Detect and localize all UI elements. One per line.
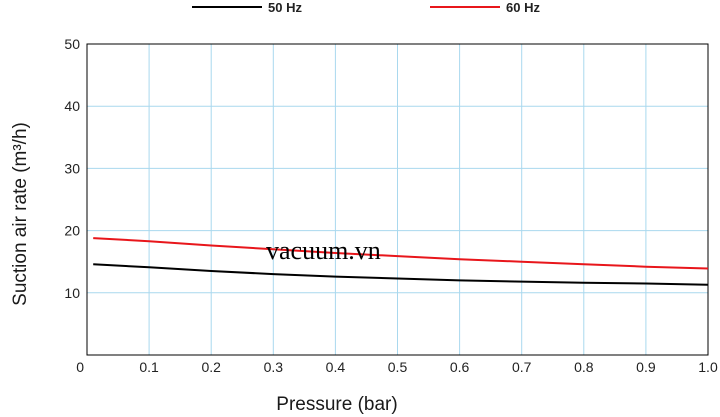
series-line-60hz	[93, 237, 709, 270]
x-tick-label: 0.9	[636, 359, 656, 375]
x-tick-label: 1.0	[698, 359, 718, 375]
y-tick-label: 20	[64, 223, 80, 239]
x-tick-label: 0.6	[450, 359, 470, 375]
y-tick-label: 10	[64, 285, 80, 301]
legend-label-50hz: 50 Hz	[268, 0, 302, 15]
x-tick-label: 0.8	[574, 359, 594, 375]
y-tick-label: 50	[64, 36, 80, 52]
plot-area-border	[86, 43, 709, 356]
legend-label-60hz: 60 Hz	[506, 0, 540, 15]
x-tick-label: 0	[76, 359, 84, 375]
watermark: vacuum.vn	[266, 236, 381, 265]
x-tick-label: 0.4	[326, 359, 346, 375]
x-axis-title: Pressure (bar)	[276, 394, 397, 415]
x-tick-label: 0.1	[139, 359, 159, 375]
y-axis-ticks: 10 20 30 40 50	[64, 36, 80, 301]
x-axis-ticks: 0 0.1 0.2 0.3 0.4 0.5 0.6 0.7 0.8 0.9 1.0	[76, 359, 718, 375]
x-tick-label: 0.2	[201, 359, 221, 375]
x-tick-label: 0.3	[264, 359, 284, 375]
y-tick-label: 30	[64, 160, 80, 176]
series-group	[93, 237, 709, 286]
grid	[87, 44, 708, 355]
x-tick-label: 0.7	[512, 359, 532, 375]
legend: 50 Hz 60 Hz	[192, 0, 540, 15]
y-axis-title: Suction air rate (m³/h)	[10, 122, 31, 306]
series-line-50hz	[93, 263, 709, 286]
x-tick-label: 0.5	[388, 359, 408, 375]
y-tick-label: 40	[64, 98, 80, 114]
